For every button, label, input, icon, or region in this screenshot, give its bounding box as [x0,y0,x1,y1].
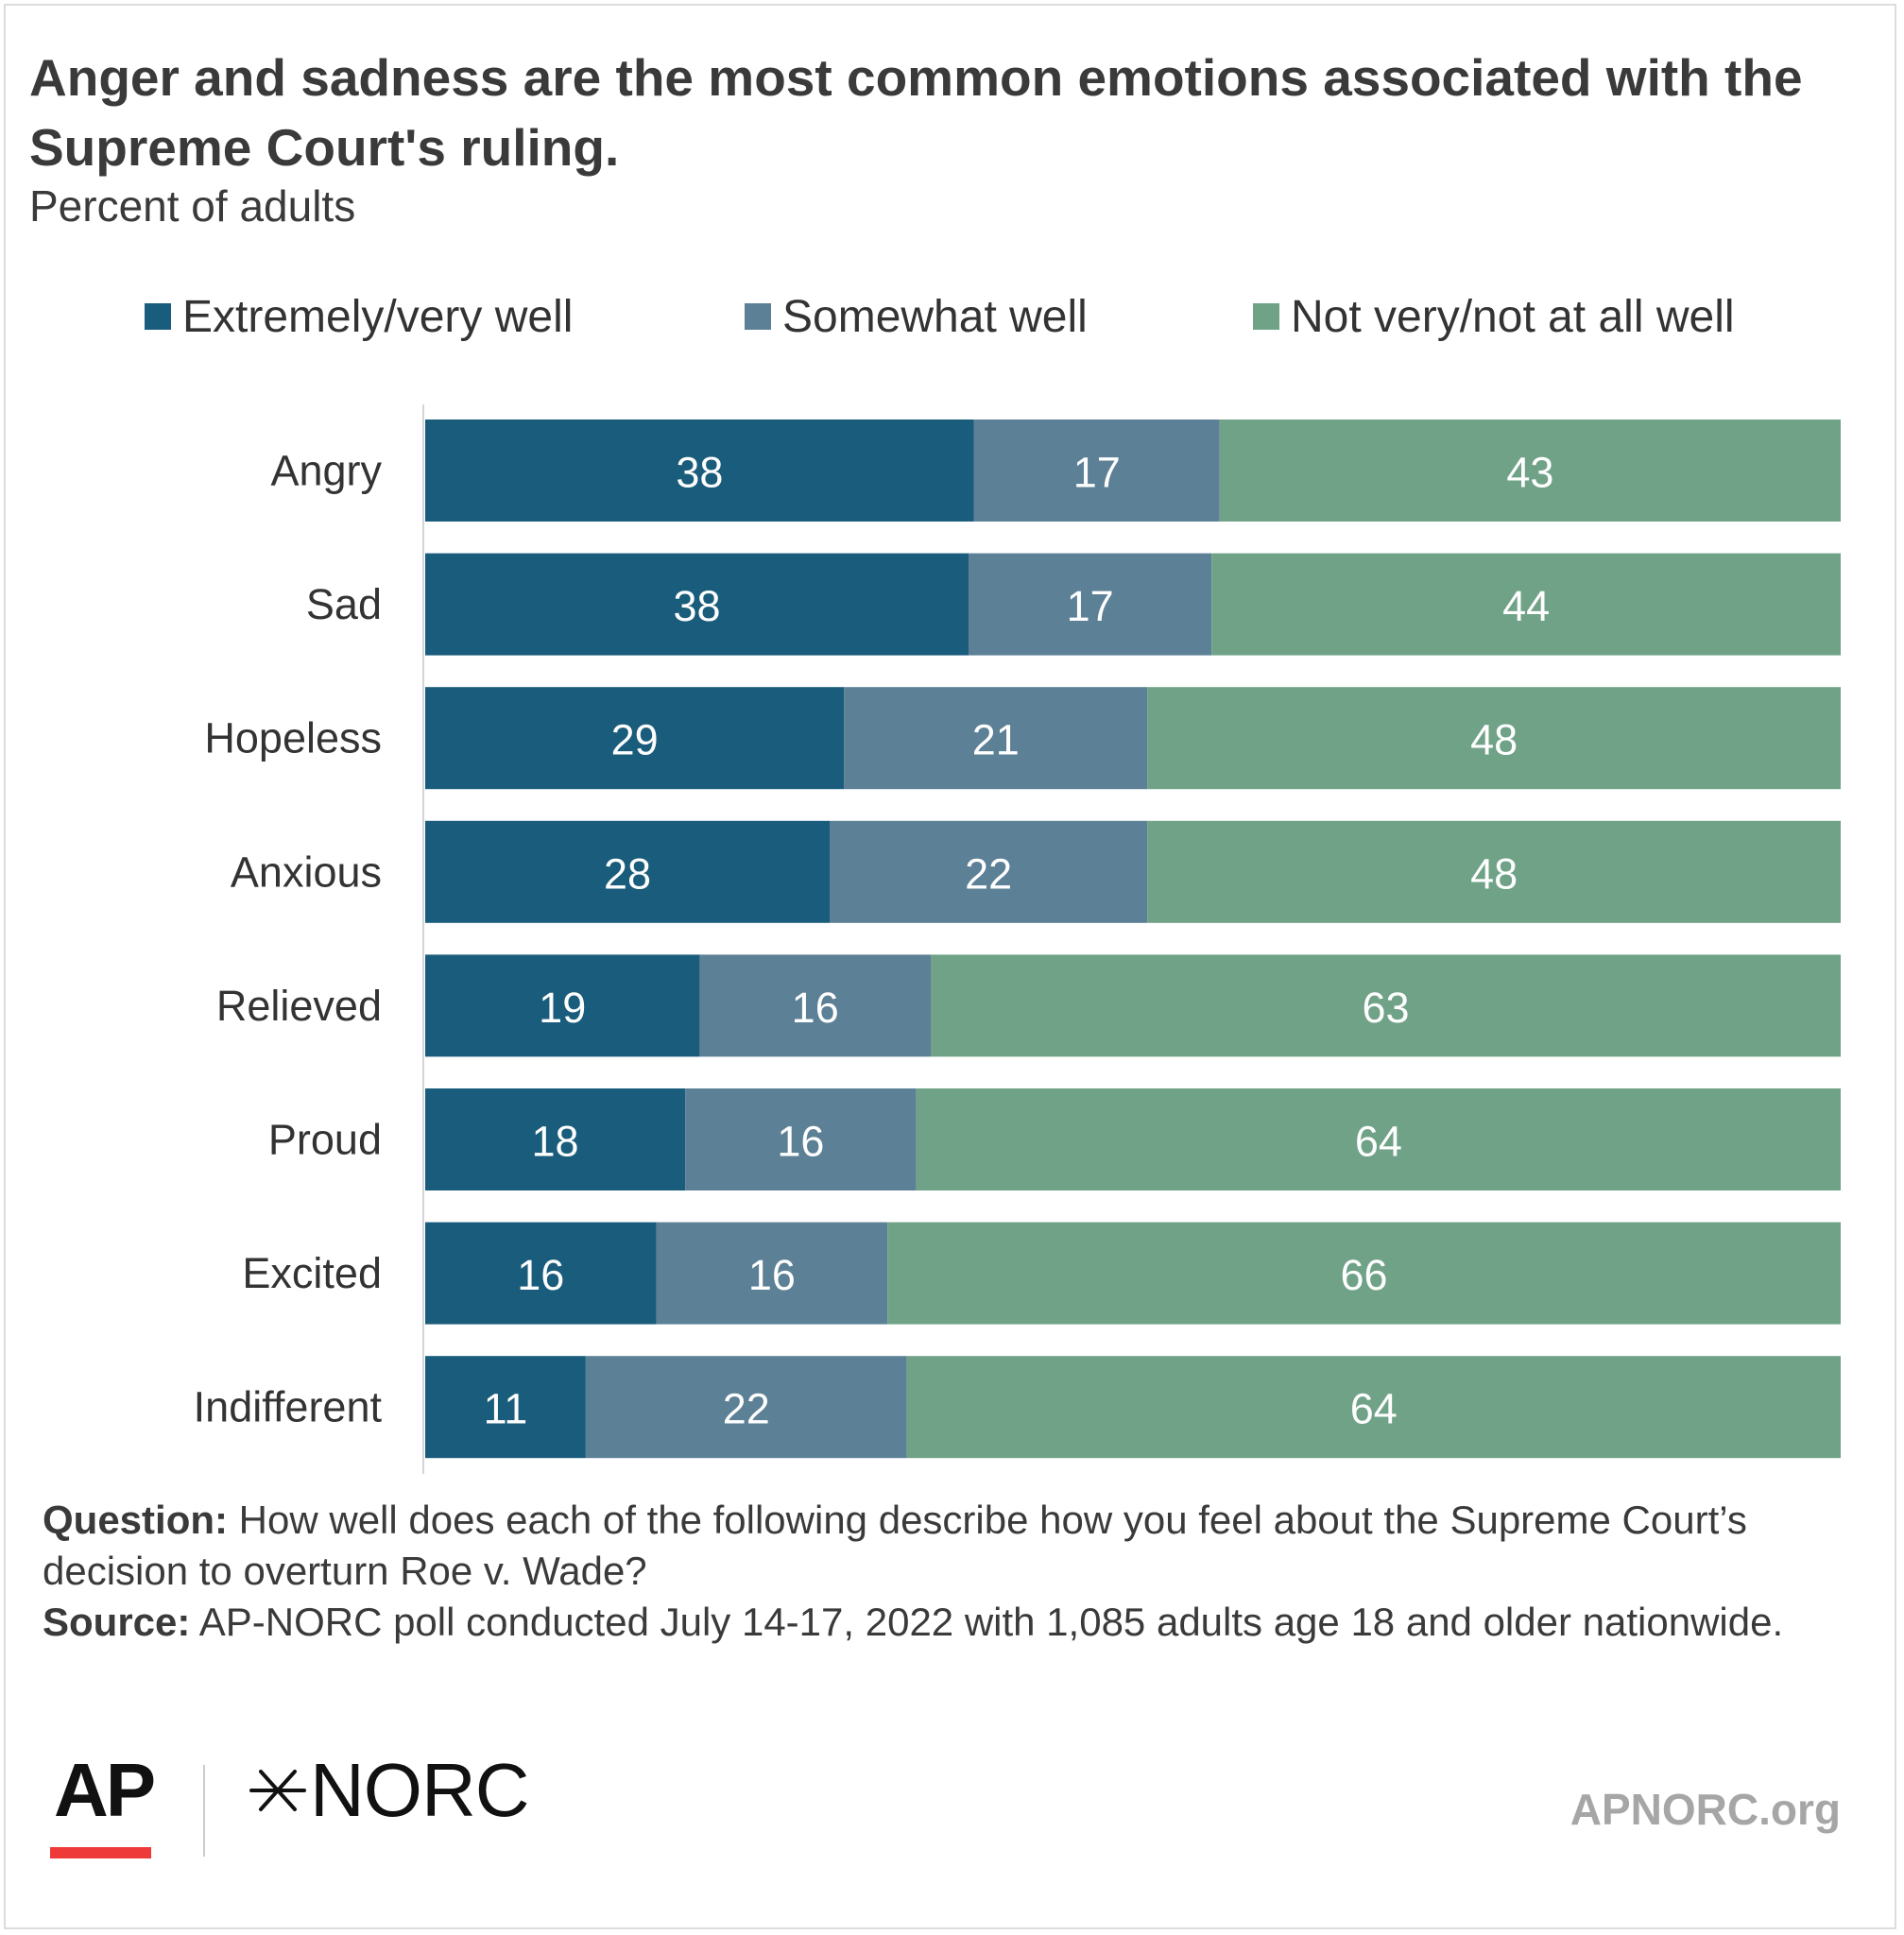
bar-segment [931,954,1841,1057]
chart-subtitle: Percent of adults [29,181,356,231]
bar-segment [685,1088,917,1190]
bar-segment [425,1088,686,1190]
data-label: 11 [484,1385,528,1433]
data-label: 48 [1470,849,1518,898]
source-text: AP-NORC poll conducted July 14-17, 2022 … [190,1600,1784,1644]
category-label: Relieved [216,982,382,1030]
category-label: Anxious [231,848,382,896]
data-label: 22 [965,849,1012,898]
data-label: 44 [1502,582,1550,630]
legend-item-not-very-not-at-all-well: Not very/not at all well [1253,288,1735,345]
legend: Extremely/very well Somewhat well Not ve… [0,288,1904,345]
legend-swatch [745,303,771,330]
data-label: 64 [1350,1385,1398,1433]
bar-segment [425,553,969,656]
bar-segment [425,1222,657,1325]
site-link[interactable]: APNORC.org [1570,1785,1841,1834]
data-label: 16 [517,1251,564,1299]
norc-logo: NORC [248,1748,530,1832]
bar-segment [425,954,700,1057]
legend-label: Extremely/very well [182,291,574,342]
bar-segment [425,820,830,923]
stacked-bar-chart: Angry 38 17 43 Sad 38 17 44 Hopeless 29 21 48 Anxiou… [194,404,1841,1474]
logo-divider [203,1765,205,1857]
data-label: 63 [1362,984,1409,1032]
data-label: 17 [1073,449,1121,497]
chart-notes: Question: How well does each of the foll… [43,1495,1876,1648]
question-label: Question: [43,1498,228,1542]
norc-star-icon [249,1770,306,1811]
bar-segment [916,1088,1841,1190]
data-label: 22 [723,1385,770,1433]
data-label: 19 [539,984,586,1032]
legend-swatch [145,303,171,330]
data-label: 38 [673,582,720,630]
chart-title: Anger and sadness are the most common em… [29,48,1803,177]
category-label: Sad [306,580,382,628]
data-label: 17 [1067,582,1114,630]
norc-logo-text: NORC [310,1748,530,1832]
bar-segment [699,954,931,1057]
bar-segment [1147,687,1841,790]
data-label: 21 [972,716,1020,764]
bar-segment [425,687,845,790]
bar-segment [1147,820,1841,923]
source-label: Source: [43,1600,191,1644]
legend-label: Somewhat well [782,291,1088,342]
question-text: How well does each of the following desc… [43,1498,1747,1593]
bar-segment [830,820,1148,923]
data-label: 43 [1506,449,1553,497]
data-label: 18 [532,1118,579,1166]
bar-segment [887,1222,1841,1325]
ap-logo: AP [54,1748,156,1832]
bar-segment [1211,553,1841,656]
category-label: Angry [270,447,382,495]
legend-swatch [1253,303,1279,330]
bar-segment [968,553,1212,656]
data-label: 28 [604,849,651,898]
legend-label: Not very/not at all well [1291,291,1735,342]
bar-segment [906,1356,1841,1459]
data-label: 16 [777,1118,824,1166]
bar-segment [425,1356,586,1459]
ap-logo-underline [50,1847,151,1858]
data-label: 29 [611,716,659,764]
bar-segment [585,1356,907,1459]
bar-segment [425,420,974,522]
bar-segment [656,1222,888,1325]
question-note: Question: How well does each of the foll… [43,1495,1876,1597]
data-label: 64 [1355,1118,1402,1166]
data-label: 48 [1470,716,1518,764]
bar-segment [1219,420,1841,522]
category-label: Excited [242,1249,382,1297]
data-label: 66 [1341,1251,1388,1299]
data-label: 16 [748,1251,796,1299]
category-label: Indifferent [194,1383,383,1431]
category-label: Hopeless [204,714,382,762]
bar-segment [844,687,1148,790]
data-label: 38 [676,449,723,497]
source-note: Source: AP-NORC poll conducted July 14-1… [43,1597,1876,1648]
data-label: 16 [792,984,839,1032]
category-label: Proud [268,1116,382,1164]
bar-segment [973,420,1220,522]
legend-item-extremely-very-well: Extremely/very well [145,288,573,345]
legend-item-somewhat-well: Somewhat well [745,288,1088,345]
